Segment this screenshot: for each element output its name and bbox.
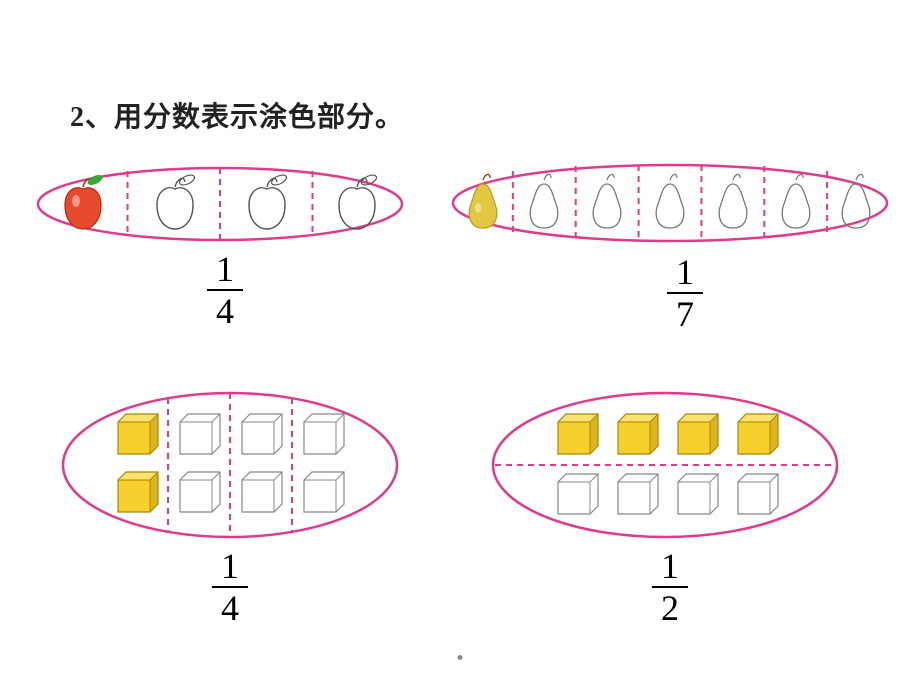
ellipse-apples	[35, 165, 405, 243]
slide-indicator-dot	[458, 655, 463, 660]
fraction-den: 4	[207, 291, 243, 329]
exercise-title: 2、用分数表示涂色部分。	[70, 95, 404, 135]
ellipse-cubes-right	[490, 390, 840, 540]
ellipse-pears	[450, 160, 890, 246]
fraction-num: 1	[652, 548, 688, 588]
fraction-den: 4	[212, 588, 248, 626]
fraction-den: 7	[667, 294, 703, 332]
ellipse-cubes-left	[60, 390, 400, 540]
fraction-apples: 1 4	[205, 251, 245, 329]
group-apples: 1 4	[35, 165, 405, 329]
fraction-pears: 1 7	[665, 254, 705, 332]
fraction-num: 1	[207, 251, 243, 291]
group-pears: 1 7	[450, 160, 890, 332]
fraction-den: 2	[652, 588, 688, 626]
fraction-cubes-left: 1 4	[210, 548, 250, 626]
fraction-num: 1	[667, 254, 703, 294]
fraction-num: 1	[212, 548, 248, 588]
group-cubes-left: 1 4	[60, 390, 400, 626]
fraction-cubes-right: 1 2	[650, 548, 690, 626]
group-cubes-right: 1 2	[490, 390, 840, 626]
